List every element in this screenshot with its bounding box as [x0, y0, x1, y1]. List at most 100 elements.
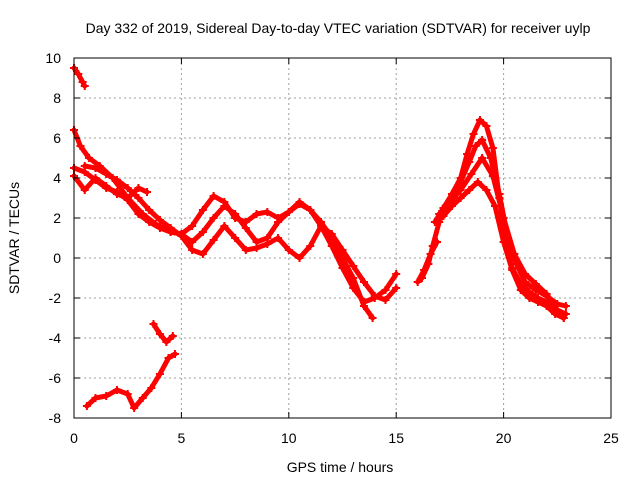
data-point [478, 136, 487, 144]
data-point [145, 218, 154, 226]
data-point [102, 170, 111, 178]
data-point [525, 294, 534, 302]
data-point [475, 116, 484, 124]
data-point [134, 194, 143, 202]
data-point [521, 278, 530, 286]
y-tick-label: 4 [53, 170, 61, 186]
x-axis-label: GPS time / hours [287, 459, 394, 475]
y-tick-label: 0 [53, 250, 61, 266]
data-point [338, 264, 347, 272]
y-tick-label: -4 [49, 330, 62, 346]
data-point [370, 292, 379, 300]
data-point [252, 244, 261, 252]
data-point [220, 222, 229, 230]
data-point [478, 154, 487, 162]
data-point [143, 188, 152, 196]
data-point [164, 354, 173, 362]
data-point [284, 246, 293, 254]
data-point [491, 202, 500, 210]
data-point [149, 320, 158, 328]
data-point [420, 266, 429, 274]
data-point [231, 210, 240, 218]
data-point [209, 192, 218, 200]
data-point [338, 246, 347, 254]
data-point [430, 218, 439, 226]
data-point [241, 224, 250, 232]
series-arc-1 [71, 65, 88, 89]
data-point [433, 238, 442, 246]
data-point [198, 206, 207, 214]
data-point [263, 240, 272, 248]
data-point [510, 250, 519, 258]
data-point [359, 278, 368, 286]
data-point [533, 298, 542, 306]
data-point [263, 208, 272, 216]
data-point [155, 330, 164, 338]
data-point [134, 210, 143, 218]
data-point [168, 332, 177, 340]
data-point [559, 314, 568, 322]
data-point [465, 186, 474, 194]
x-tick-label: 15 [388, 430, 404, 446]
data-point [274, 234, 283, 242]
data-point [166, 224, 175, 232]
data-point [349, 284, 358, 292]
y-tick-label: -6 [49, 370, 62, 386]
series-arc-4 [71, 173, 150, 201]
data-point [317, 222, 326, 230]
data-point [220, 202, 229, 210]
data-point [112, 176, 121, 184]
y-tick-label: 2 [53, 210, 61, 226]
data-point [349, 262, 358, 270]
data-point [112, 386, 121, 394]
data-point [241, 246, 250, 254]
data-point [381, 296, 390, 304]
data-point [542, 302, 551, 310]
data-point [465, 158, 474, 166]
x-tick-label: 0 [70, 430, 78, 446]
x-tick-label: 10 [281, 430, 297, 446]
data-point [469, 130, 478, 138]
data-point [488, 144, 497, 152]
data-point [198, 228, 207, 236]
data-point [295, 198, 304, 206]
data-point [295, 254, 304, 262]
data-point [306, 206, 315, 214]
data-point [471, 142, 480, 150]
data-point [177, 232, 186, 240]
data-point [473, 178, 482, 186]
data-point [284, 208, 293, 216]
data-point [112, 190, 121, 198]
data-point [188, 238, 197, 246]
data-point [368, 314, 377, 322]
data-point [435, 210, 444, 218]
y-tick-label: 6 [53, 130, 61, 146]
data-point [482, 122, 491, 130]
data-point [488, 172, 497, 180]
data-point [439, 212, 448, 220]
data-point [252, 210, 261, 218]
data-point [486, 154, 495, 162]
data-point [82, 402, 91, 410]
data-point [508, 266, 517, 274]
data-point [456, 186, 465, 194]
data-point [198, 250, 207, 258]
y-tick-label: -2 [49, 290, 62, 306]
data-point [542, 290, 551, 298]
data-point [448, 202, 457, 210]
data-point [551, 310, 560, 318]
data-point [381, 286, 390, 294]
y-axis-label: SDTVAR / TECUs [6, 182, 22, 294]
data-point [123, 390, 132, 398]
data-point [85, 154, 94, 162]
data-point [467, 170, 476, 178]
data-point [162, 338, 171, 346]
data-point [74, 70, 83, 78]
plot-frame [73, 57, 612, 419]
data-point [155, 224, 164, 232]
data-point [359, 298, 368, 306]
chart-title: Day 332 of 2019, Sidereal Day-to-day VTE… [86, 20, 591, 36]
data-point [274, 218, 283, 226]
data-point [91, 164, 100, 172]
